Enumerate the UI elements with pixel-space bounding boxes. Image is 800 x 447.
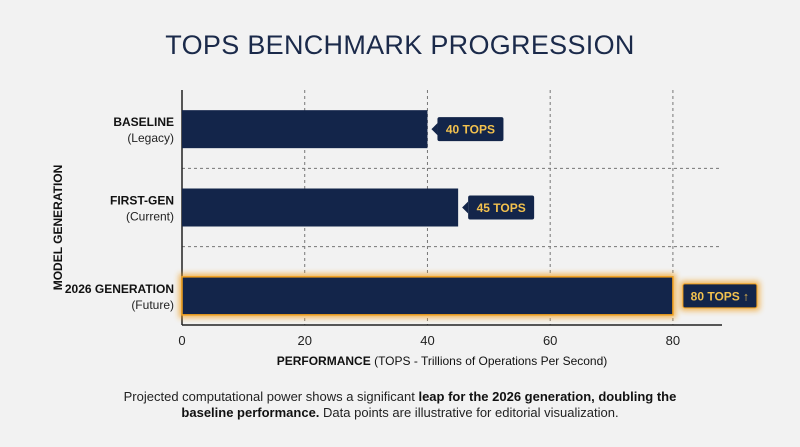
- x-axis-label-bold: PERFORMANCE: [277, 354, 371, 368]
- x-tick-label: 20: [297, 333, 311, 348]
- x-axis-label-rest: (TOPS - Trillions of Operations Per Seco…: [371, 354, 608, 368]
- chart-caption: Projected computational power shows a si…: [120, 389, 680, 421]
- x-axis-label: PERFORMANCE (TOPS - Trillions of Operati…: [277, 354, 608, 368]
- data-label: 40 TOPS: [446, 123, 495, 137]
- bars: [179, 110, 676, 318]
- category-sublabel: (Legacy): [127, 131, 174, 145]
- chart-title: TOPS BENCHMARK PROGRESSION: [165, 30, 635, 60]
- category-label: 2026 GENERATION: [65, 282, 174, 296]
- data-label: 45 TOPS: [477, 201, 526, 215]
- category-sublabel: (Future): [131, 298, 174, 312]
- data-label-pointer: [431, 123, 438, 136]
- category-label: FIRST-GEN: [110, 194, 174, 208]
- caption-text: Projected computational power shows a si…: [123, 389, 419, 404]
- bar: [181, 276, 674, 316]
- grid: [182, 90, 722, 325]
- data-label-box: [437, 117, 504, 142]
- x-tick-label: 0: [178, 333, 185, 348]
- data-label: 80 TOPS ↑: [691, 289, 749, 303]
- data-label-pointer: [462, 201, 469, 214]
- category-sublabel: (Current): [126, 210, 174, 224]
- caption-note: Data points are illustrative for editori…: [319, 405, 619, 420]
- category-label: BASELINE: [113, 115, 174, 129]
- data-label-box: [468, 195, 535, 220]
- y-axis-label: MODEL GENERATION: [51, 165, 65, 291]
- x-tick-label: 80: [666, 333, 680, 348]
- caption-bold-text: leap for the 2026 generation, doubling t…: [181, 389, 677, 420]
- bar: [182, 110, 428, 149]
- x-tick-label: 40: [420, 333, 434, 348]
- x-tick-label: 60: [543, 333, 557, 348]
- data-label-box: [682, 283, 758, 309]
- labels: BASELINE (Legacy) 40 TOPS FIRST-GEN (Current…: [65, 115, 760, 312]
- bar: [182, 188, 459, 227]
